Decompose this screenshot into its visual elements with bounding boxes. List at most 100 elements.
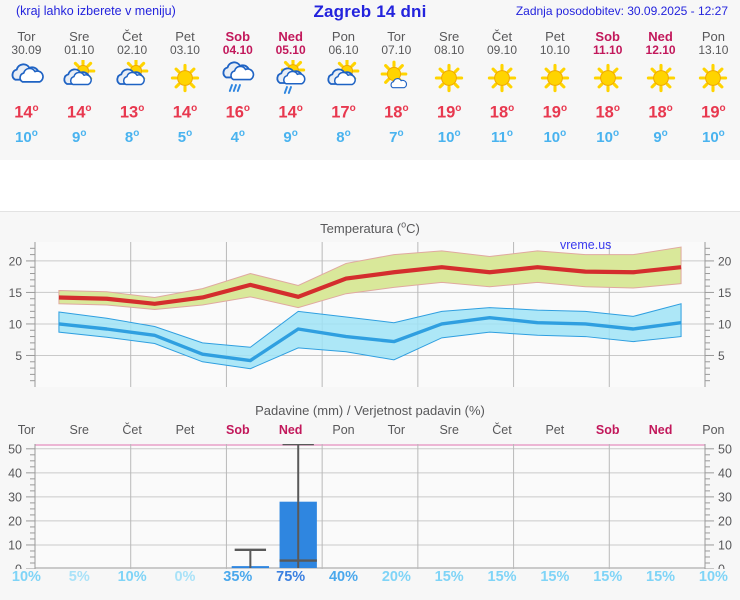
day-column: Pon 13.10 19o 10o (687, 28, 740, 160)
precipitation-day-label: Ned (648, 423, 673, 437)
max-temp-value: 19 (701, 103, 720, 122)
min-temperature: 8o (125, 125, 139, 146)
precipitation-probability: 15% (540, 569, 570, 585)
degree-symbol: o (560, 127, 567, 139)
day-column: Pet 03.10 14o 5o (159, 28, 212, 160)
day-name: Sob (225, 29, 251, 44)
max-temp-value: 14 (14, 103, 33, 122)
max-temperature: 19o (701, 100, 725, 122)
max-temperature: 19o (437, 100, 461, 122)
degree-symbol: o (455, 103, 462, 114)
sunny-icon (426, 60, 472, 96)
day-column: Tor 07.10 18o 7o (370, 28, 423, 160)
day-date: 30.09 (11, 43, 42, 57)
day-name: Pon (331, 29, 356, 44)
day-column: Ned 05.10 14o 9o (264, 28, 317, 160)
page-title: Zagreb 14 dni (313, 2, 427, 21)
svg-text:20: 20 (718, 514, 732, 528)
degree-symbol: o (80, 127, 87, 139)
max-temp-value: 16 (225, 103, 244, 122)
svg-text:5: 5 (15, 349, 22, 363)
degree-symbol: o (344, 127, 351, 139)
day-column: Sob 04.10 16o 4o (211, 28, 264, 160)
max-temperature: 18o (595, 100, 619, 122)
min-temperature: 10o (15, 125, 38, 146)
day-date: 07.10 (381, 43, 412, 57)
max-temp-value: 18 (648, 103, 667, 122)
min-temperature: 10o (596, 125, 619, 146)
last-update-label: Zadnja posodobitev: 30.09.2025 - 12:27 (515, 4, 728, 18)
precipitation-probability: 15% (646, 569, 676, 585)
min-temperature: 10o (543, 125, 566, 146)
sunny-icon (162, 60, 208, 96)
precipitation-day-label: Čet (122, 423, 142, 437)
svg-text:0: 0 (718, 563, 725, 570)
temperature-chart-section: Temperatura (oC) 5 10 15 20 5 10 15 20 (0, 212, 740, 397)
degree-symbol: o (291, 127, 298, 139)
day-column: Ned 12.10 18o 9o (634, 28, 687, 160)
max-temp-value: 13 (119, 103, 139, 122)
degree-symbol: o (31, 127, 38, 139)
sun-rain-icon (268, 60, 314, 96)
degree-symbol: o (186, 127, 193, 139)
temperature-plot (35, 242, 705, 387)
min-temp-value: 9 (653, 128, 662, 146)
min-temperature: 11o (491, 125, 513, 146)
precipitation-day-label: Čet (492, 423, 512, 437)
min-temp-value: 8 (336, 128, 345, 146)
svg-text:50: 50 (8, 444, 22, 456)
rain-icon (215, 60, 261, 96)
section-divider (0, 160, 740, 212)
sunny-icon (585, 60, 631, 96)
precipitation-probability: 5% (68, 569, 90, 585)
svg-text:20: 20 (9, 254, 23, 268)
day-date: 12.10 (645, 43, 676, 57)
degree-symbol: o (454, 127, 461, 139)
day-date: 09.10 (487, 43, 518, 57)
min-temp-value: 9 (283, 128, 292, 146)
degree-symbol: o (560, 103, 568, 114)
svg-text:10: 10 (718, 317, 732, 331)
svg-text:30: 30 (8, 490, 22, 504)
cloudy-icon (3, 60, 49, 96)
svg-text:10: 10 (9, 317, 23, 331)
precipitation-probability: 10% (117, 569, 147, 585)
min-temp-value: 10 (15, 128, 32, 146)
day-date: 01.10 (64, 43, 95, 57)
day-name: Čet (491, 29, 513, 44)
precipitation-day-label: Sob (225, 423, 250, 437)
degree-symbol: o (402, 103, 409, 114)
precipitation-probability: 20% (381, 569, 411, 585)
max-temperature: 14o (67, 100, 91, 122)
day-date: 08.10 (434, 43, 465, 57)
day-name: Sre (69, 29, 90, 44)
min-temperature: 9o (283, 125, 297, 146)
max-temp-value: 18 (595, 103, 614, 122)
temperature-y-axis-right: 5 10 15 20 (704, 242, 732, 387)
degree-symbol: o (612, 127, 620, 139)
day-column: Sob 11.10 18o 10o (581, 28, 634, 160)
degree-symbol: o (719, 103, 726, 114)
degree-symbol: o (85, 103, 92, 114)
precipitation-probability: 10% (698, 569, 728, 585)
day-name: Ned (278, 29, 303, 44)
precipitation-day-label: Sob (595, 423, 620, 437)
sunny-icon (532, 60, 578, 96)
day-name: Tor (17, 29, 36, 44)
precipitation-probability: 35% (223, 569, 253, 585)
max-temp-value: 14 (67, 103, 86, 122)
sun-small-cloud-icon (373, 60, 419, 96)
min-temp-value: 10 (543, 128, 561, 146)
day-date: 06.10 (328, 43, 359, 57)
page-header: (kraj lahko izberete v meniju) Zagreb 14… (0, 2, 740, 24)
max-temperature: 16o (226, 100, 250, 122)
min-temp-value: 10 (596, 128, 613, 146)
max-temperature: 19o (543, 100, 567, 122)
min-temp-value: 8 (124, 128, 134, 146)
degree-symbol: o (238, 127, 246, 139)
min-temp-value: 4 (230, 128, 239, 146)
max-temperature: 14o (278, 100, 302, 122)
precipitation-probability: 15% (487, 569, 517, 585)
max-temp-value: 17 (331, 103, 350, 122)
precipitation-day-label: Sre (439, 423, 459, 437)
